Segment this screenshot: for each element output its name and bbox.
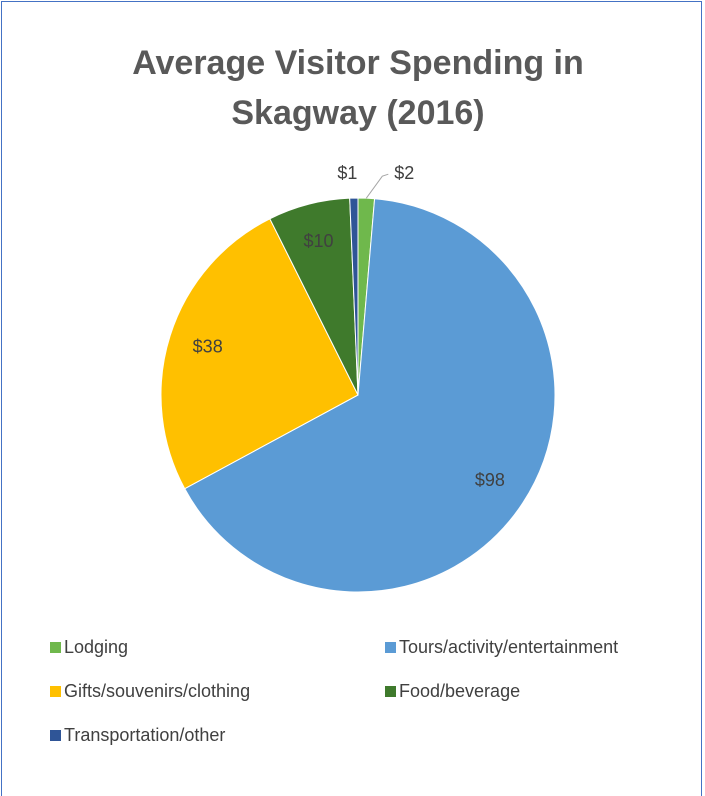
pie-slice [184, 198, 556, 593]
data-label: $10 [304, 231, 334, 251]
legend-label: Lodging [64, 637, 128, 657]
data-label: $2 [394, 163, 414, 183]
legend-label: Transportation/other [64, 725, 225, 745]
pie-slice [349, 197, 359, 396]
legend-label: Gifts/souvenirs/clothing [64, 681, 250, 701]
chart-title: Average Visitor Spending in Skagway (201… [132, 44, 584, 132]
legend-label: Food/beverage [399, 681, 520, 701]
data-label: $1 [337, 163, 357, 183]
legend-swatch [385, 686, 396, 697]
legend-swatch [50, 642, 61, 653]
data-label: $98 [475, 470, 505, 490]
leader-line [365, 173, 389, 199]
data-label: $38 [193, 336, 223, 356]
pie-slice [160, 218, 359, 490]
legend-swatch [385, 642, 396, 653]
legend-label: Tours/activity/entertainment [399, 637, 618, 657]
legend-swatch [50, 686, 61, 697]
legend-swatch [50, 730, 61, 741]
